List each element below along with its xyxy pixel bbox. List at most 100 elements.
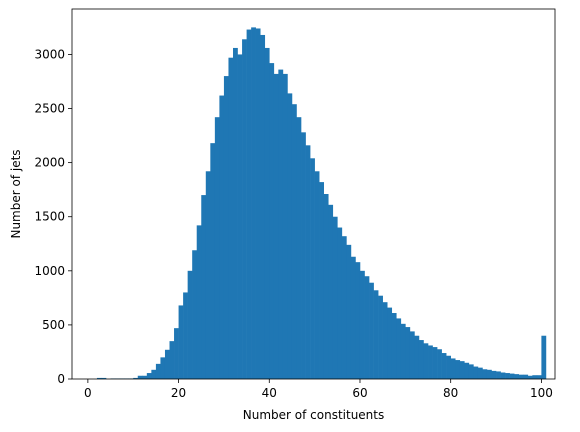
- histogram-bar: [423, 343, 429, 379]
- histogram-bar: [142, 375, 148, 379]
- histogram-bar: [418, 340, 424, 379]
- y-axis-label: Number of jets: [9, 149, 23, 238]
- histogram-bar: [387, 307, 393, 379]
- histogram-bar: [187, 270, 193, 379]
- histogram-bar: [255, 28, 261, 379]
- histogram-bar: [396, 318, 402, 379]
- histogram-bar: [369, 282, 374, 379]
- histogram-bars: [96, 27, 547, 380]
- histogram-bar: [350, 256, 356, 379]
- histogram-bar: [364, 276, 370, 379]
- histogram-bar: [477, 367, 483, 379]
- histogram-bar: [496, 371, 501, 379]
- histogram-bar: [291, 104, 297, 379]
- histogram-bar: [532, 375, 538, 379]
- histogram-bar: [174, 328, 179, 379]
- histogram-bar: [337, 227, 343, 379]
- histogram-bar: [278, 69, 284, 380]
- histogram-bar: [301, 132, 306, 379]
- histogram-bar: [509, 373, 515, 379]
- histogram-bar: [169, 341, 175, 379]
- histogram-bar: [269, 63, 275, 379]
- histogram-bar: [305, 145, 311, 379]
- histogram-bar: [287, 93, 293, 380]
- x-tick-label: 40: [262, 386, 277, 400]
- histogram-bar: [183, 292, 188, 379]
- x-tick-label: 80: [443, 386, 458, 400]
- histogram-bar: [151, 369, 157, 379]
- y-tick-label: 1500: [34, 210, 65, 224]
- histogram-bar: [223, 76, 229, 380]
- histogram-bar: [233, 47, 238, 380]
- y-tick-label: 3000: [34, 47, 65, 61]
- x-tick-label: 20: [171, 386, 186, 400]
- histogram-bar: [527, 375, 533, 379]
- histogram-bar: [441, 353, 447, 379]
- histogram-bar: [459, 361, 465, 379]
- histogram-bar: [273, 73, 279, 379]
- histogram-bar: [523, 374, 529, 379]
- histogram-bar: [101, 377, 107, 379]
- histogram-bar: [405, 327, 411, 379]
- histogram-bar: [196, 225, 202, 379]
- histogram-bar: [437, 349, 442, 379]
- histogram-bar: [400, 323, 406, 379]
- histogram-bar: [373, 290, 379, 379]
- histogram-bar: [201, 195, 207, 379]
- x-axis-label: Number of constituents: [243, 408, 385, 422]
- histogram-bar: [319, 182, 325, 379]
- histogram-bar: [491, 370, 497, 379]
- histogram-bar: [382, 302, 388, 379]
- histogram-bar: [446, 355, 451, 379]
- histogram-bar: [486, 369, 492, 379]
- histogram-bar: [210, 143, 216, 379]
- histogram-bar: [355, 262, 361, 379]
- histogram-bar: [296, 117, 302, 379]
- histogram-bar: [282, 73, 288, 379]
- histogram-bar: [514, 374, 520, 379]
- histogram-bar: [455, 360, 461, 379]
- histogram-bar: [310, 158, 315, 379]
- histogram-bar: [505, 373, 510, 379]
- y-tick-label: 2000: [34, 156, 65, 170]
- histogram-bar: [96, 377, 102, 379]
- histogram-bar: [500, 372, 506, 379]
- histogram-bar: [341, 236, 347, 379]
- histogram-bar: [518, 374, 524, 379]
- histogram-bar: [541, 335, 547, 379]
- histogram-bar: [482, 369, 488, 379]
- histogram-bar: [178, 305, 184, 379]
- histogram-bar: [450, 358, 456, 379]
- histogram-bar: [137, 375, 143, 379]
- histogram-bar: [228, 57, 234, 380]
- histogram-bar: [536, 375, 542, 379]
- histogram-bar: [251, 27, 256, 379]
- histogram-bar: [264, 47, 270, 380]
- x-axis-ticks: 0 20 40 60 80 100: [84, 379, 553, 400]
- histogram-bar: [146, 373, 152, 379]
- histogram-bar: [314, 171, 320, 379]
- histogram-bar: [237, 54, 243, 379]
- histogram-bar: [205, 171, 211, 379]
- y-tick-label: 0: [57, 372, 65, 386]
- histogram-bar: [432, 347, 438, 379]
- histogram-bar: [242, 39, 247, 380]
- histogram-bar: [323, 194, 329, 379]
- histogram-bar: [332, 216, 338, 379]
- histogram-bar: [133, 377, 139, 379]
- histogram-bar: [260, 34, 266, 380]
- histogram-bar: [160, 357, 166, 379]
- histogram-bar: [192, 250, 198, 379]
- y-tick-label: 2500: [34, 102, 65, 116]
- histogram-bar: [219, 95, 225, 379]
- histogram-bar: [359, 270, 365, 379]
- y-tick-label: 500: [42, 318, 65, 332]
- histogram-bar: [428, 345, 433, 379]
- histogram-bar: [164, 349, 170, 379]
- histogram-bar: [391, 313, 397, 379]
- y-tick-label: 1000: [34, 264, 65, 278]
- plot-frame: [71, 8, 556, 380]
- histogram-bar: [473, 366, 479, 379]
- histogram-bar: [155, 363, 161, 379]
- histogram-bar: [346, 244, 352, 379]
